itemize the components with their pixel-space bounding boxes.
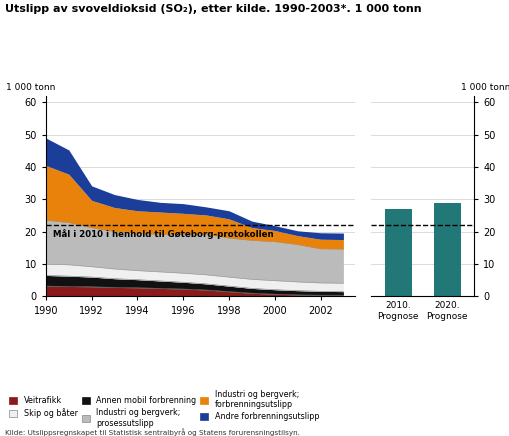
Legend: Veitrafikk, Skip og båter, Annen mobil forbrenning, Industri og bergverk;
proses: Veitrafikk, Skip og båter, Annen mobil f… xyxy=(9,390,319,428)
Text: Mål i 2010 i henhold til Gøteborg-protokollen: Mål i 2010 i henhold til Gøteborg-protok… xyxy=(52,229,273,239)
Text: Utslipp av svoveldioksid (SO₂), etter kilde. 1990-2003*. 1 000 tonn: Utslipp av svoveldioksid (SO₂), etter ki… xyxy=(5,4,421,14)
Bar xyxy=(433,203,460,296)
Text: 1 000 tonn: 1 000 tonn xyxy=(6,83,55,92)
Text: Kilde: Utslippsregnskapet til Statistisk sentralbyrå og Statens forurensningstil: Kilde: Utslippsregnskapet til Statistisk… xyxy=(5,428,299,436)
Text: 1 000 tonn: 1 000 tonn xyxy=(460,83,509,92)
Bar xyxy=(384,209,411,296)
